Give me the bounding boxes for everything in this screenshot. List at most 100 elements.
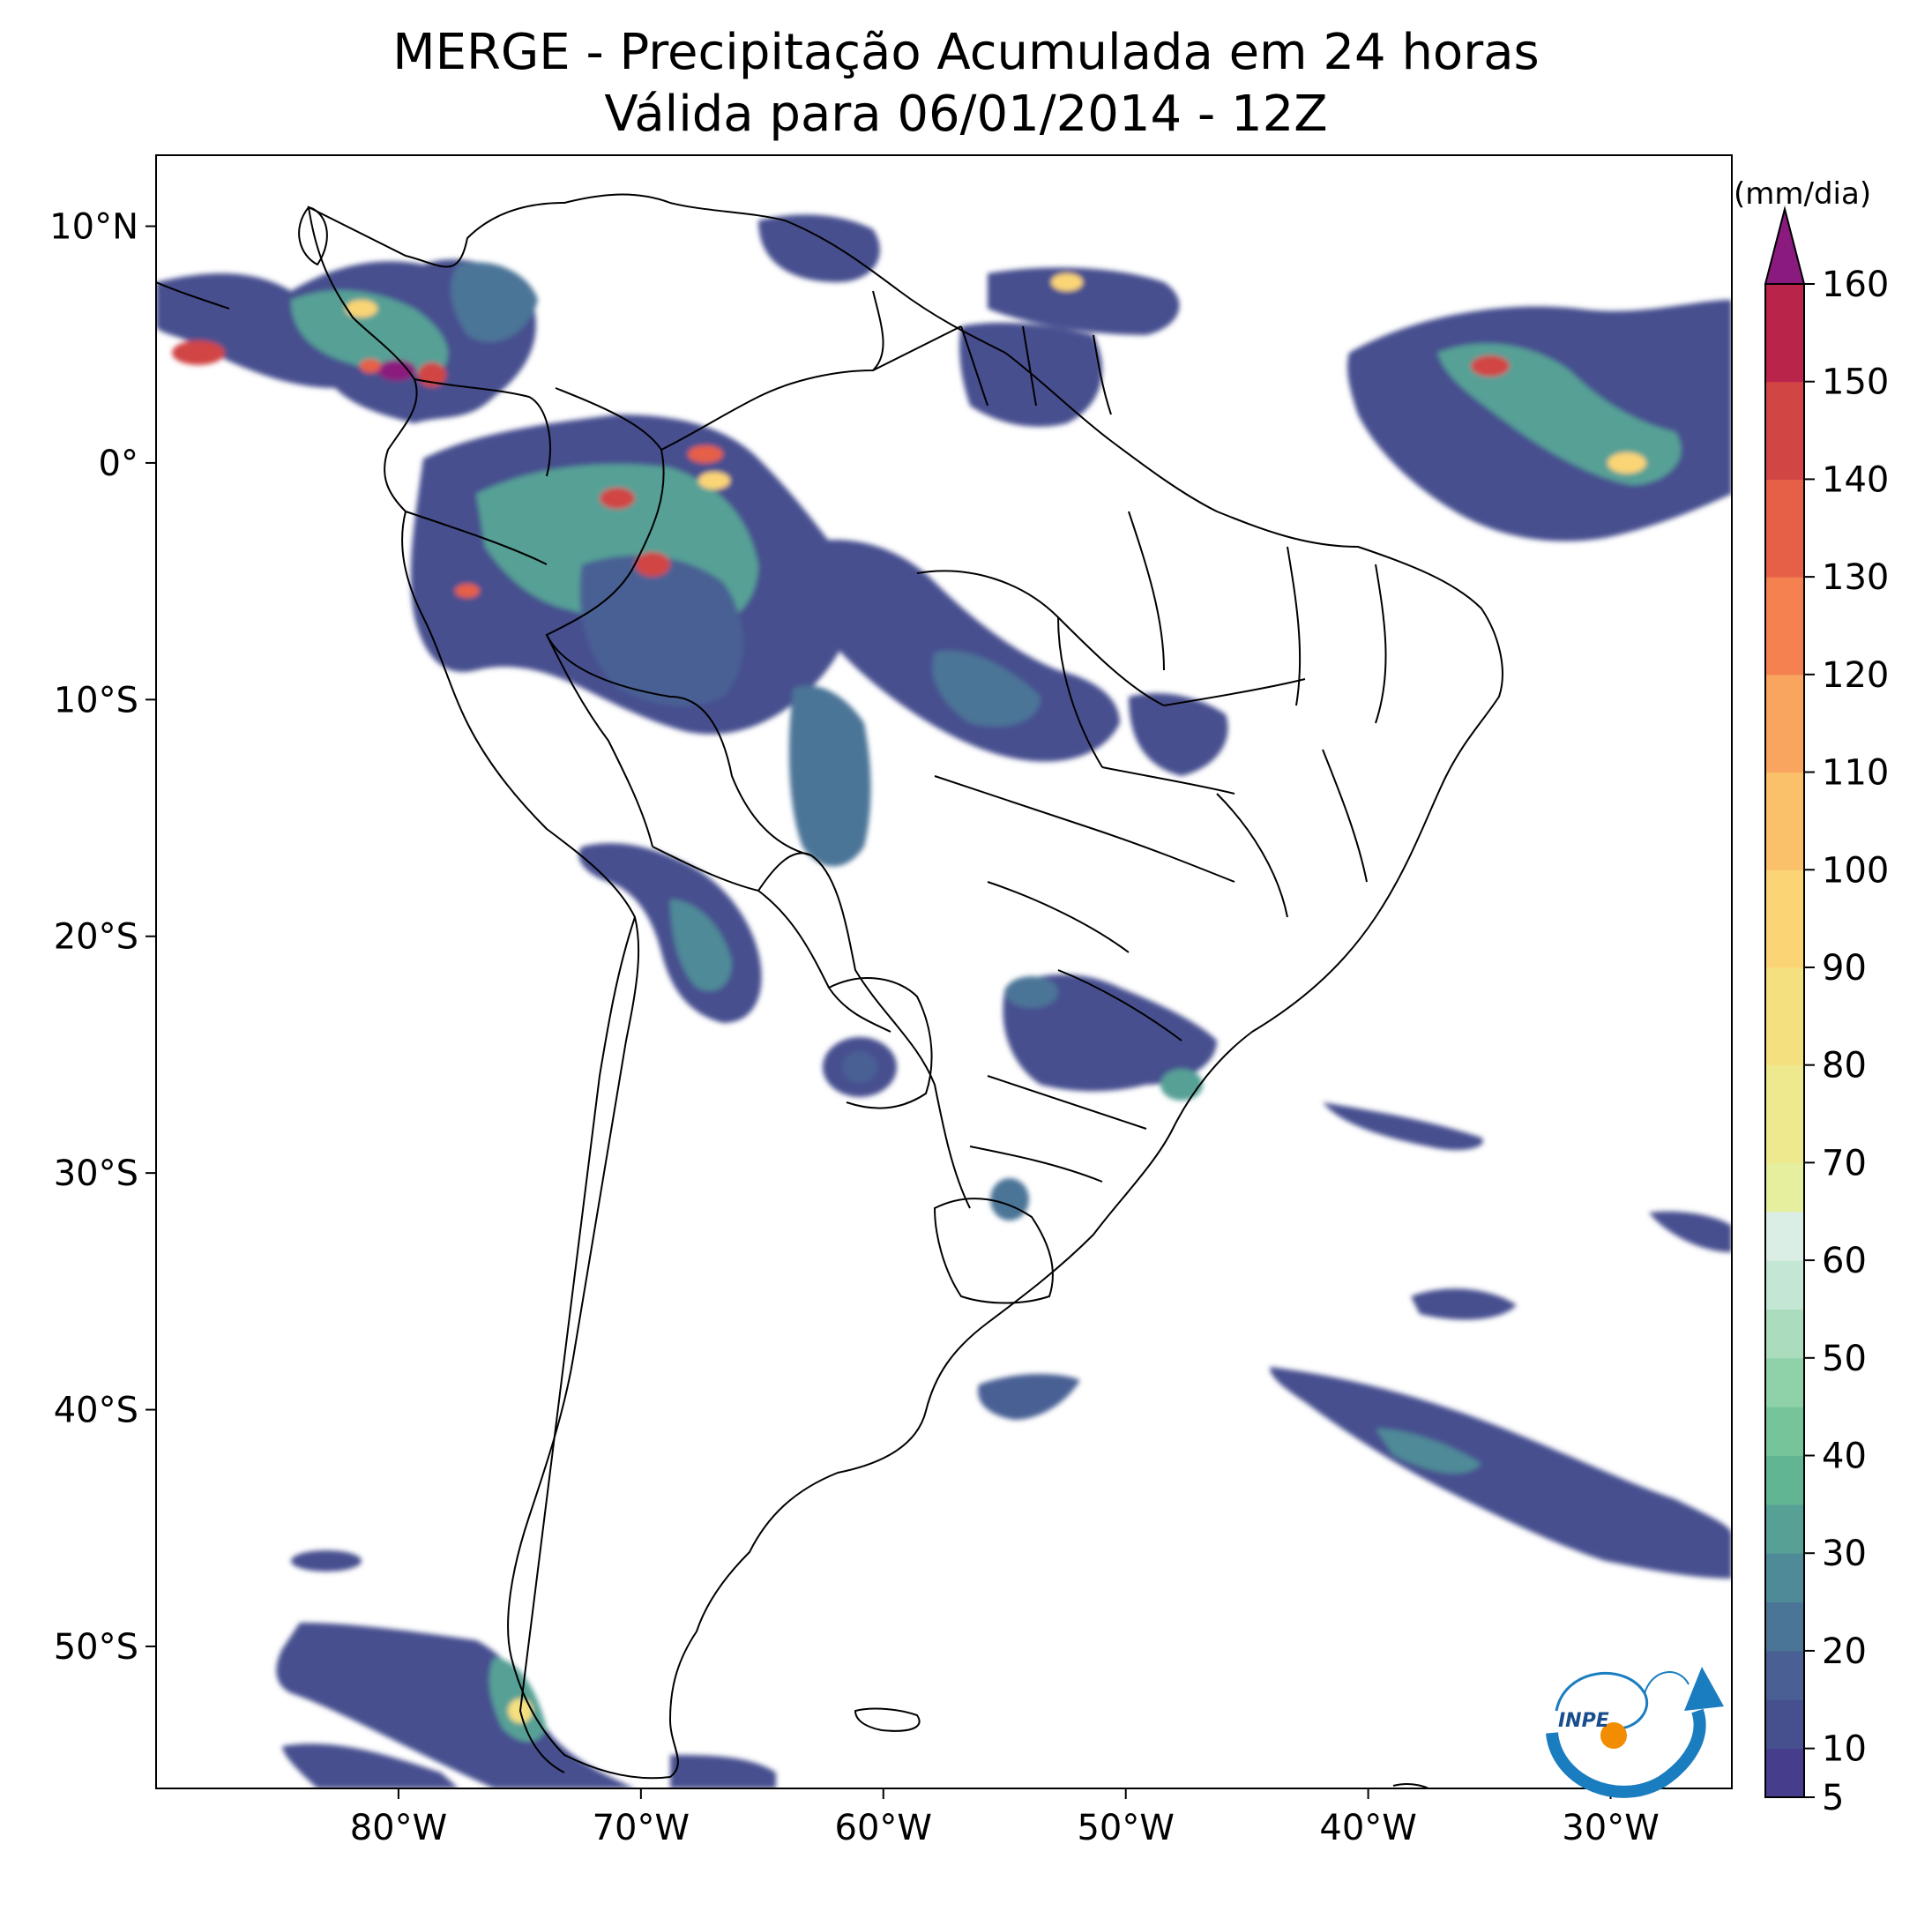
x-tick-label: 50°W bbox=[1077, 1808, 1174, 1848]
rain-region-sp-coast bbox=[1160, 1069, 1203, 1101]
rain-cell-amazon-a bbox=[600, 488, 635, 509]
x-tick-label: 60°W bbox=[835, 1808, 932, 1848]
inpe-logo-text: INPE bbox=[1558, 1710, 1609, 1732]
bolivia-border bbox=[652, 846, 891, 1033]
rain-cell-amazon-d bbox=[455, 584, 480, 598]
south-georgia bbox=[1392, 1783, 1430, 1788]
rain-band-south-atlantic-4-core bbox=[1376, 1429, 1481, 1474]
colorbar-tick-label: 30 bbox=[1822, 1534, 1867, 1574]
colorbar-band bbox=[1765, 381, 1804, 480]
colorbar-band bbox=[1765, 674, 1804, 773]
colorbar-band bbox=[1765, 577, 1804, 676]
rain-region-bahia-west bbox=[1129, 693, 1228, 776]
colorbar-tick-label: 40 bbox=[1822, 1437, 1867, 1477]
rain-band-south-atlantic-2 bbox=[1649, 1211, 1732, 1252]
brazil-border-west bbox=[545, 387, 971, 1209]
colorbar-band bbox=[1765, 1162, 1804, 1213]
colorbar-band bbox=[1765, 1455, 1804, 1505]
inpe-logo: INPE bbox=[1546, 1667, 1724, 1798]
rain-region-guiana-north bbox=[988, 267, 1180, 335]
rain-region-tierra-del-fuego bbox=[670, 1755, 776, 1788]
rain-region-rs bbox=[990, 1178, 1029, 1221]
colorbar-band bbox=[1765, 284, 1804, 383]
colorbar-ticks: 5 10 20 30 40 50 60 70 80 90 100 110 120 130 140 150 160 bbox=[1804, 265, 1889, 1818]
colorbar-band bbox=[1765, 1650, 1804, 1700]
colorbar-tick-label: 150 bbox=[1822, 362, 1889, 403]
rain-region-central-brazil-2 bbox=[932, 651, 1041, 727]
rain-cell-amazon-c bbox=[635, 552, 670, 577]
colorbar-tick-label: 50 bbox=[1822, 1339, 1867, 1379]
colorbar-tick-label: 20 bbox=[1822, 1631, 1867, 1672]
x-axis-ticks: 80°W 70°W 60°W 50°W 40°W 30°W bbox=[350, 1788, 1660, 1848]
peru-border bbox=[405, 378, 653, 847]
y-axis-ticks: 10°N 0° 10°S 20°S 30°S 40°S 50°S bbox=[49, 207, 156, 1668]
x-tick-label: 80°W bbox=[350, 1808, 447, 1848]
colorbar-tick-label: 10 bbox=[1822, 1729, 1867, 1770]
colorbar-tick-label: 70 bbox=[1822, 1143, 1867, 1183]
rain-region-pacific-small bbox=[291, 1550, 362, 1571]
map-area bbox=[156, 155, 1732, 1788]
colorbar-band bbox=[1765, 1260, 1804, 1310]
colorbar-band bbox=[1765, 1699, 1804, 1750]
colorbar-band bbox=[1765, 1553, 1804, 1603]
rain-region-paraguay-core bbox=[842, 1051, 877, 1083]
rain-cell-atlantic-b bbox=[1608, 452, 1646, 474]
guiana-borders bbox=[872, 290, 1112, 415]
y-tick-label: 30°S bbox=[54, 1153, 138, 1194]
paraguay-border bbox=[828, 977, 933, 1109]
colorbar-tick-label: 90 bbox=[1822, 948, 1867, 989]
rain-region-atlantic-itcz-core bbox=[1437, 343, 1682, 485]
colorbar-tick-label: 130 bbox=[1822, 557, 1889, 598]
rain-band-south-atlantic-3 bbox=[1411, 1288, 1517, 1320]
central-america bbox=[156, 205, 328, 310]
colorbar-tick-label: 80 bbox=[1822, 1046, 1867, 1086]
y-tick-label: 20°S bbox=[54, 917, 138, 958]
colorbar-band bbox=[1765, 1748, 1804, 1798]
map-title-line1: MERGE - Precipitação Acumulada em 24 hor… bbox=[392, 24, 1540, 81]
falkland-islands bbox=[854, 1707, 921, 1732]
rain-cell-amazon-b bbox=[688, 445, 723, 463]
colorbar-band bbox=[1765, 479, 1804, 578]
rain-region-mato-grosso bbox=[788, 685, 871, 867]
colorbar-band bbox=[1765, 1601, 1804, 1652]
colorbar-band bbox=[1765, 1504, 1804, 1554]
inpe-logo-dot bbox=[1600, 1722, 1627, 1749]
rain-band-south-atlantic-1 bbox=[1323, 1102, 1483, 1151]
colorbar-band bbox=[1765, 1064, 1804, 1163]
rain-band-south-atlantic-4 bbox=[1270, 1367, 1732, 1579]
colorbar-band bbox=[1765, 1407, 1804, 1457]
argentina-chile-border bbox=[518, 916, 636, 1773]
y-tick-label: 10°N bbox=[49, 207, 138, 248]
inpe-logo-swoosh bbox=[1546, 1708, 1706, 1798]
x-tick-label: 70°W bbox=[593, 1808, 690, 1848]
map-title-line2: Válida para 06/01/2014 - 12Z bbox=[604, 86, 1328, 143]
colorbar-units: (mm/dia) bbox=[1734, 176, 1872, 212]
rain-cell-colombia-d bbox=[360, 359, 381, 373]
colorbar-tick-label: 140 bbox=[1822, 459, 1889, 500]
inpe-logo-arrow bbox=[1684, 1667, 1724, 1711]
rain-region-amazon-mid bbox=[579, 555, 743, 706]
y-tick-label: 50°S bbox=[54, 1627, 138, 1668]
inpe-logo-orbit-2 bbox=[1644, 1671, 1690, 1694]
colorbar-tick-label: 5 bbox=[1822, 1778, 1844, 1818]
colorbar-band bbox=[1765, 870, 1804, 968]
x-tick-label: 30°W bbox=[1562, 1808, 1659, 1848]
y-tick-label: 0° bbox=[99, 444, 138, 484]
rain-band-pacific-patagonia-2 bbox=[282, 1743, 459, 1788]
colorbar-band bbox=[1765, 1211, 1804, 1261]
uruguay-border bbox=[933, 1198, 1054, 1304]
rain-region-sp bbox=[1005, 976, 1058, 1008]
rain-region-southeast bbox=[1003, 974, 1217, 1092]
rain-region-central-colombia bbox=[451, 262, 538, 342]
brazil-border-north bbox=[660, 325, 962, 451]
rain-cell-atlantic-a bbox=[1471, 355, 1510, 377]
colorbar bbox=[1764, 205, 1806, 1798]
inpe-logo-orbit bbox=[1555, 1672, 1649, 1730]
rain-region-bolivia-core bbox=[670, 900, 732, 991]
colorbar-tick-label: 100 bbox=[1822, 850, 1889, 891]
rain-band-pacific-patagonia bbox=[276, 1623, 635, 1788]
rain-cell-guiana bbox=[1051, 273, 1083, 291]
colorbar-tick-label: 160 bbox=[1822, 265, 1889, 305]
country-outlines bbox=[156, 193, 1503, 1788]
